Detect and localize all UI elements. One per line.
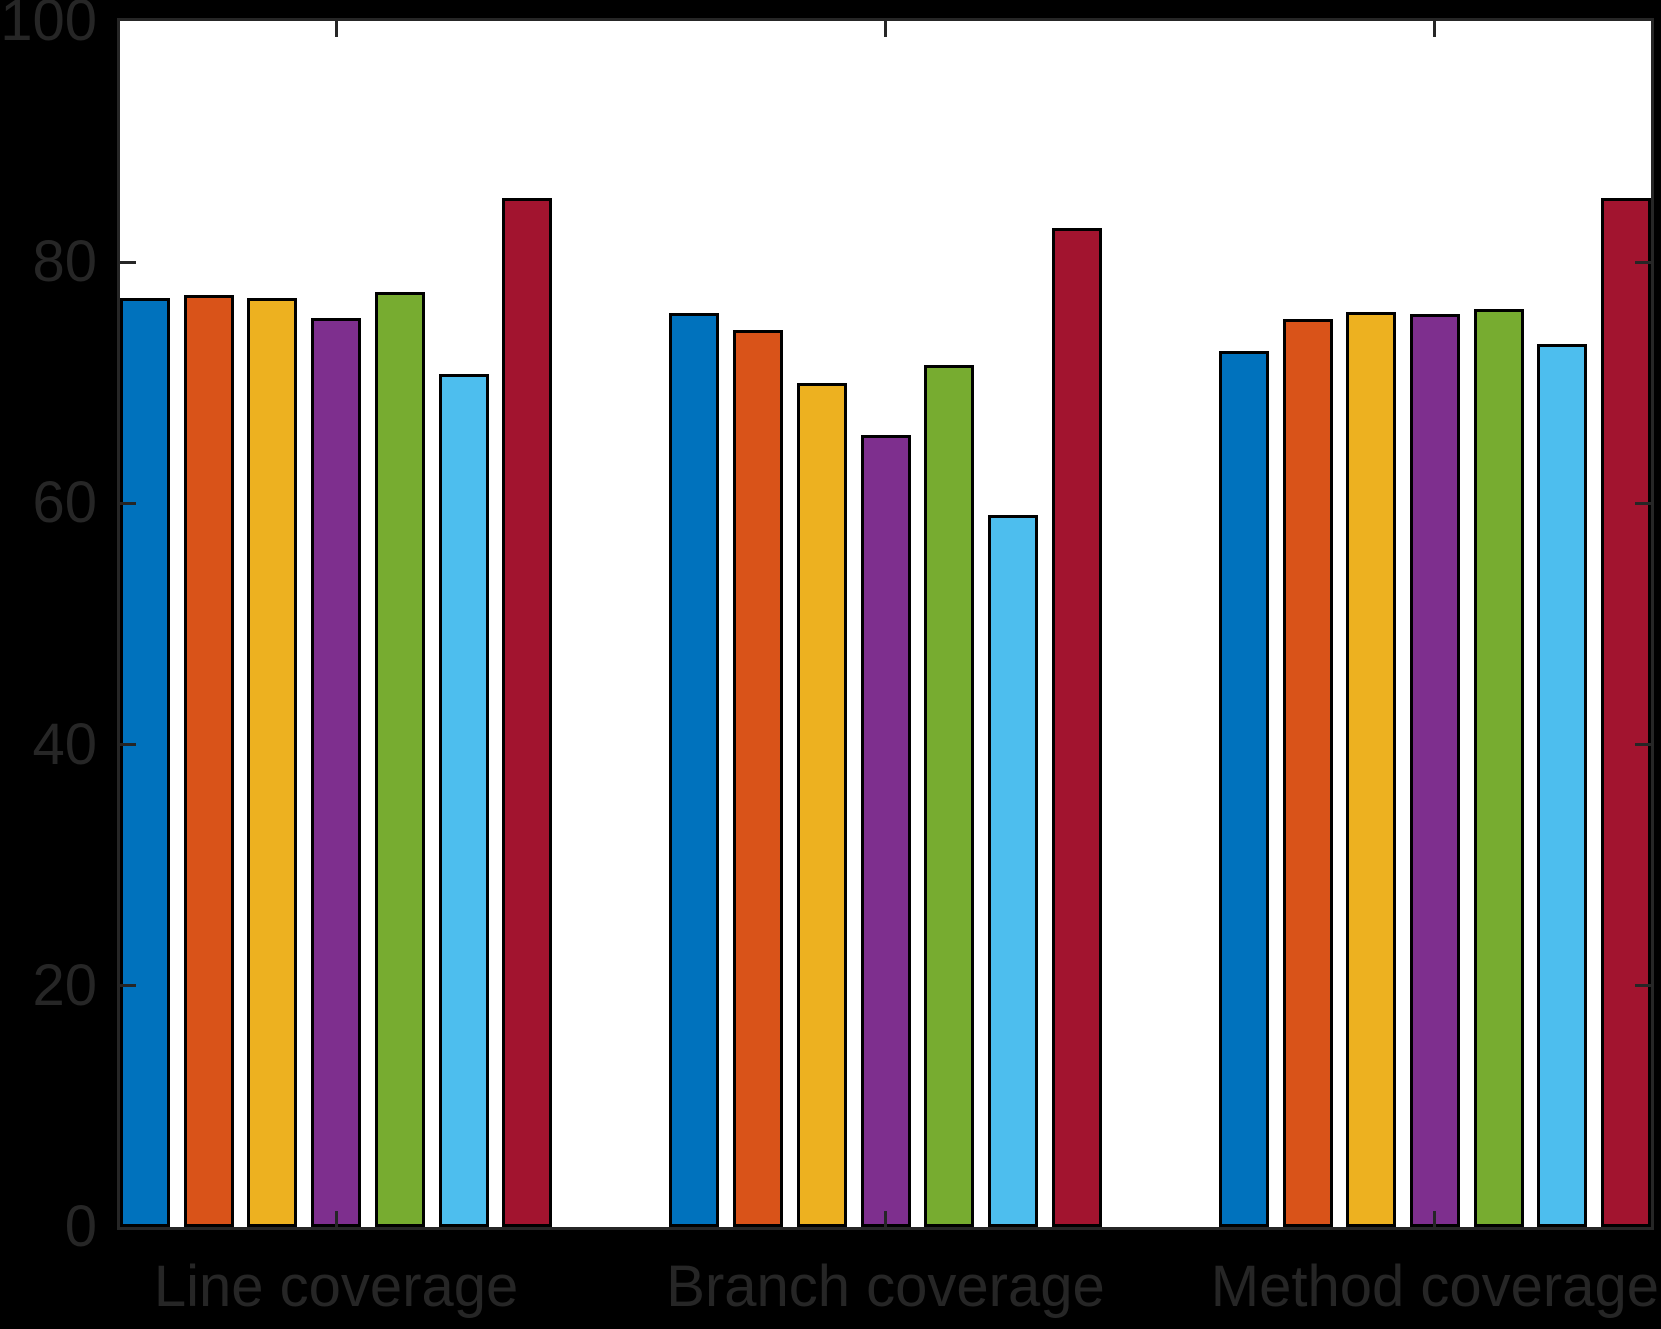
bar-series-1-method-coverage — [1218, 351, 1269, 1227]
x-tick-mark — [1433, 21, 1437, 37]
bar-series-1-line-coverage — [120, 298, 170, 1227]
x-category-label: Method coverage — [1210, 1254, 1659, 1319]
y-tick-label: 40 — [32, 711, 97, 777]
bar-series-6-branch-coverage — [987, 515, 1038, 1227]
y-tick-label: 20 — [32, 952, 97, 1018]
bar-series-7-method-coverage — [1601, 198, 1651, 1227]
y-tick-mark — [1635, 260, 1651, 264]
bar-series-2-line-coverage — [183, 295, 234, 1227]
x-tick-mark — [884, 1211, 887, 1227]
bar-series-2-method-coverage — [1282, 319, 1333, 1227]
y-tick-mark — [120, 984, 136, 988]
y-tick-mark — [1635, 984, 1651, 988]
bar-series-2-branch-coverage — [733, 330, 784, 1227]
x-tick-mark — [334, 21, 338, 37]
bar-series-5-branch-coverage — [924, 365, 975, 1227]
y-tick-mark — [120, 501, 136, 505]
y-tick-mark — [1635, 743, 1651, 747]
y-tick-label: 60 — [32, 470, 97, 536]
y-tick-label: 80 — [32, 229, 97, 295]
bar-series-6-method-coverage — [1537, 344, 1588, 1227]
y-tick-mark — [1635, 501, 1651, 505]
x-tick-mark — [1433, 1211, 1437, 1227]
bar-series-3-method-coverage — [1346, 312, 1397, 1227]
bar-series-4-method-coverage — [1409, 314, 1460, 1227]
y-tick-label: 100 — [0, 0, 97, 53]
x-category-label: Branch coverage — [666, 1254, 1105, 1319]
bar-series-5-line-coverage — [374, 292, 425, 1227]
y-tick-mark — [120, 743, 136, 747]
bar-series-5-method-coverage — [1473, 309, 1524, 1227]
x-category-label: Line coverage — [153, 1254, 519, 1319]
x-tick-mark — [884, 21, 887, 37]
bar-series-3-line-coverage — [247, 298, 298, 1227]
x-tick-mark — [334, 1211, 338, 1227]
bar-series-6-line-coverage — [438, 374, 489, 1227]
bar-series-7-branch-coverage — [1051, 228, 1102, 1227]
y-tick-label: 0 — [64, 1194, 97, 1259]
bar-series-3-branch-coverage — [796, 383, 847, 1227]
bar-series-1-branch-coverage — [669, 313, 720, 1227]
bar-series-7-line-coverage — [502, 198, 553, 1227]
bar-series-4-line-coverage — [311, 318, 362, 1227]
plot-area — [117, 18, 1654, 1230]
y-tick-mark — [120, 260, 136, 264]
bar-series-4-branch-coverage — [860, 435, 911, 1227]
